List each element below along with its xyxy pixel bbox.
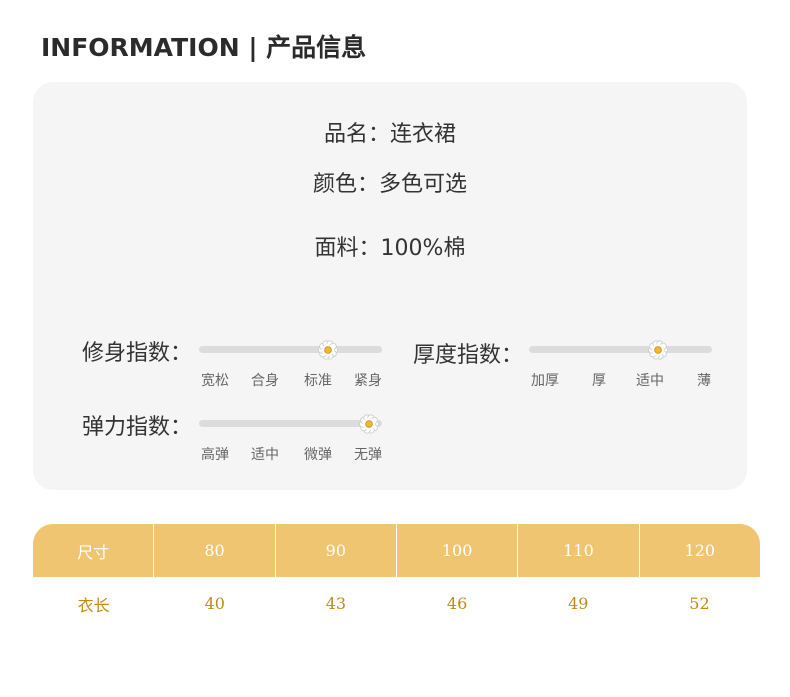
size-table-cell: 衣长 xyxy=(77,595,110,615)
page-title: INFORMATION | 产品信息 xyxy=(41,33,367,62)
thickness-tick: 加厚 xyxy=(531,373,559,389)
fit-tick: 标准 xyxy=(304,373,332,389)
size-table-header-cell: 90 xyxy=(276,524,397,577)
product-fabric: 面料：100%棉 xyxy=(314,236,466,261)
elasticity-tick: 微弹 xyxy=(304,447,332,463)
thickness-tick: 适中 xyxy=(636,373,664,389)
elasticity-scale-track xyxy=(199,420,382,427)
size-table-cell: 46 xyxy=(446,594,468,613)
fit-tick: 宽松 xyxy=(201,373,229,389)
elasticity-scale-label: 弹力指数： xyxy=(82,415,193,440)
size-table-header-cell: 尺寸 xyxy=(33,524,155,577)
product-color: 颜色：多色可选 xyxy=(312,172,467,197)
elasticity-scale-flower-icon xyxy=(359,414,379,434)
product-info-card: 品名：连衣裙 颜色：多色可选 面料：100%棉 修身指数： 宽松 合身 标准 紧… xyxy=(33,82,747,490)
elasticity-tick: 适中 xyxy=(251,447,279,463)
thickness-tick: 厚 xyxy=(592,373,606,389)
size-table-cell: 40 xyxy=(204,594,225,613)
elasticity-tick: 无弹 xyxy=(354,447,382,463)
thickness-scale-track xyxy=(529,346,712,353)
size-table-header-cell: 120 xyxy=(684,541,716,560)
size-table-row: 衣长 40 43 46 49 52 xyxy=(33,577,760,630)
size-table-header-row: 尺寸 80 90 100 110 120 xyxy=(33,524,760,577)
thickness-scale-flower-icon xyxy=(647,340,668,360)
size-table-cell: 52 xyxy=(689,594,710,613)
size-table-cell: 49 xyxy=(568,594,589,613)
fit-tick: 紧身 xyxy=(354,373,382,389)
size-table-header-cell: 100 xyxy=(397,524,519,577)
thickness-scale-label: 厚度指数： xyxy=(413,343,524,368)
size-table-header-cell: 110 xyxy=(518,524,640,577)
thickness-tick: 薄 xyxy=(697,373,711,389)
product-name: 品名：连衣裙 xyxy=(323,122,456,147)
fit-scale-label: 修身指数： xyxy=(82,341,193,366)
fit-scale-flower-icon xyxy=(317,340,338,360)
fit-tick: 合身 xyxy=(251,373,279,389)
size-table-header-cell: 80 xyxy=(154,524,276,577)
elasticity-tick: 高弹 xyxy=(201,447,229,463)
fit-scale-track xyxy=(199,346,382,353)
size-table-cell: 43 xyxy=(325,594,347,613)
size-table: 尺寸 80 90 100 110 120 衣长 40 43 46 49 52 xyxy=(33,524,760,630)
